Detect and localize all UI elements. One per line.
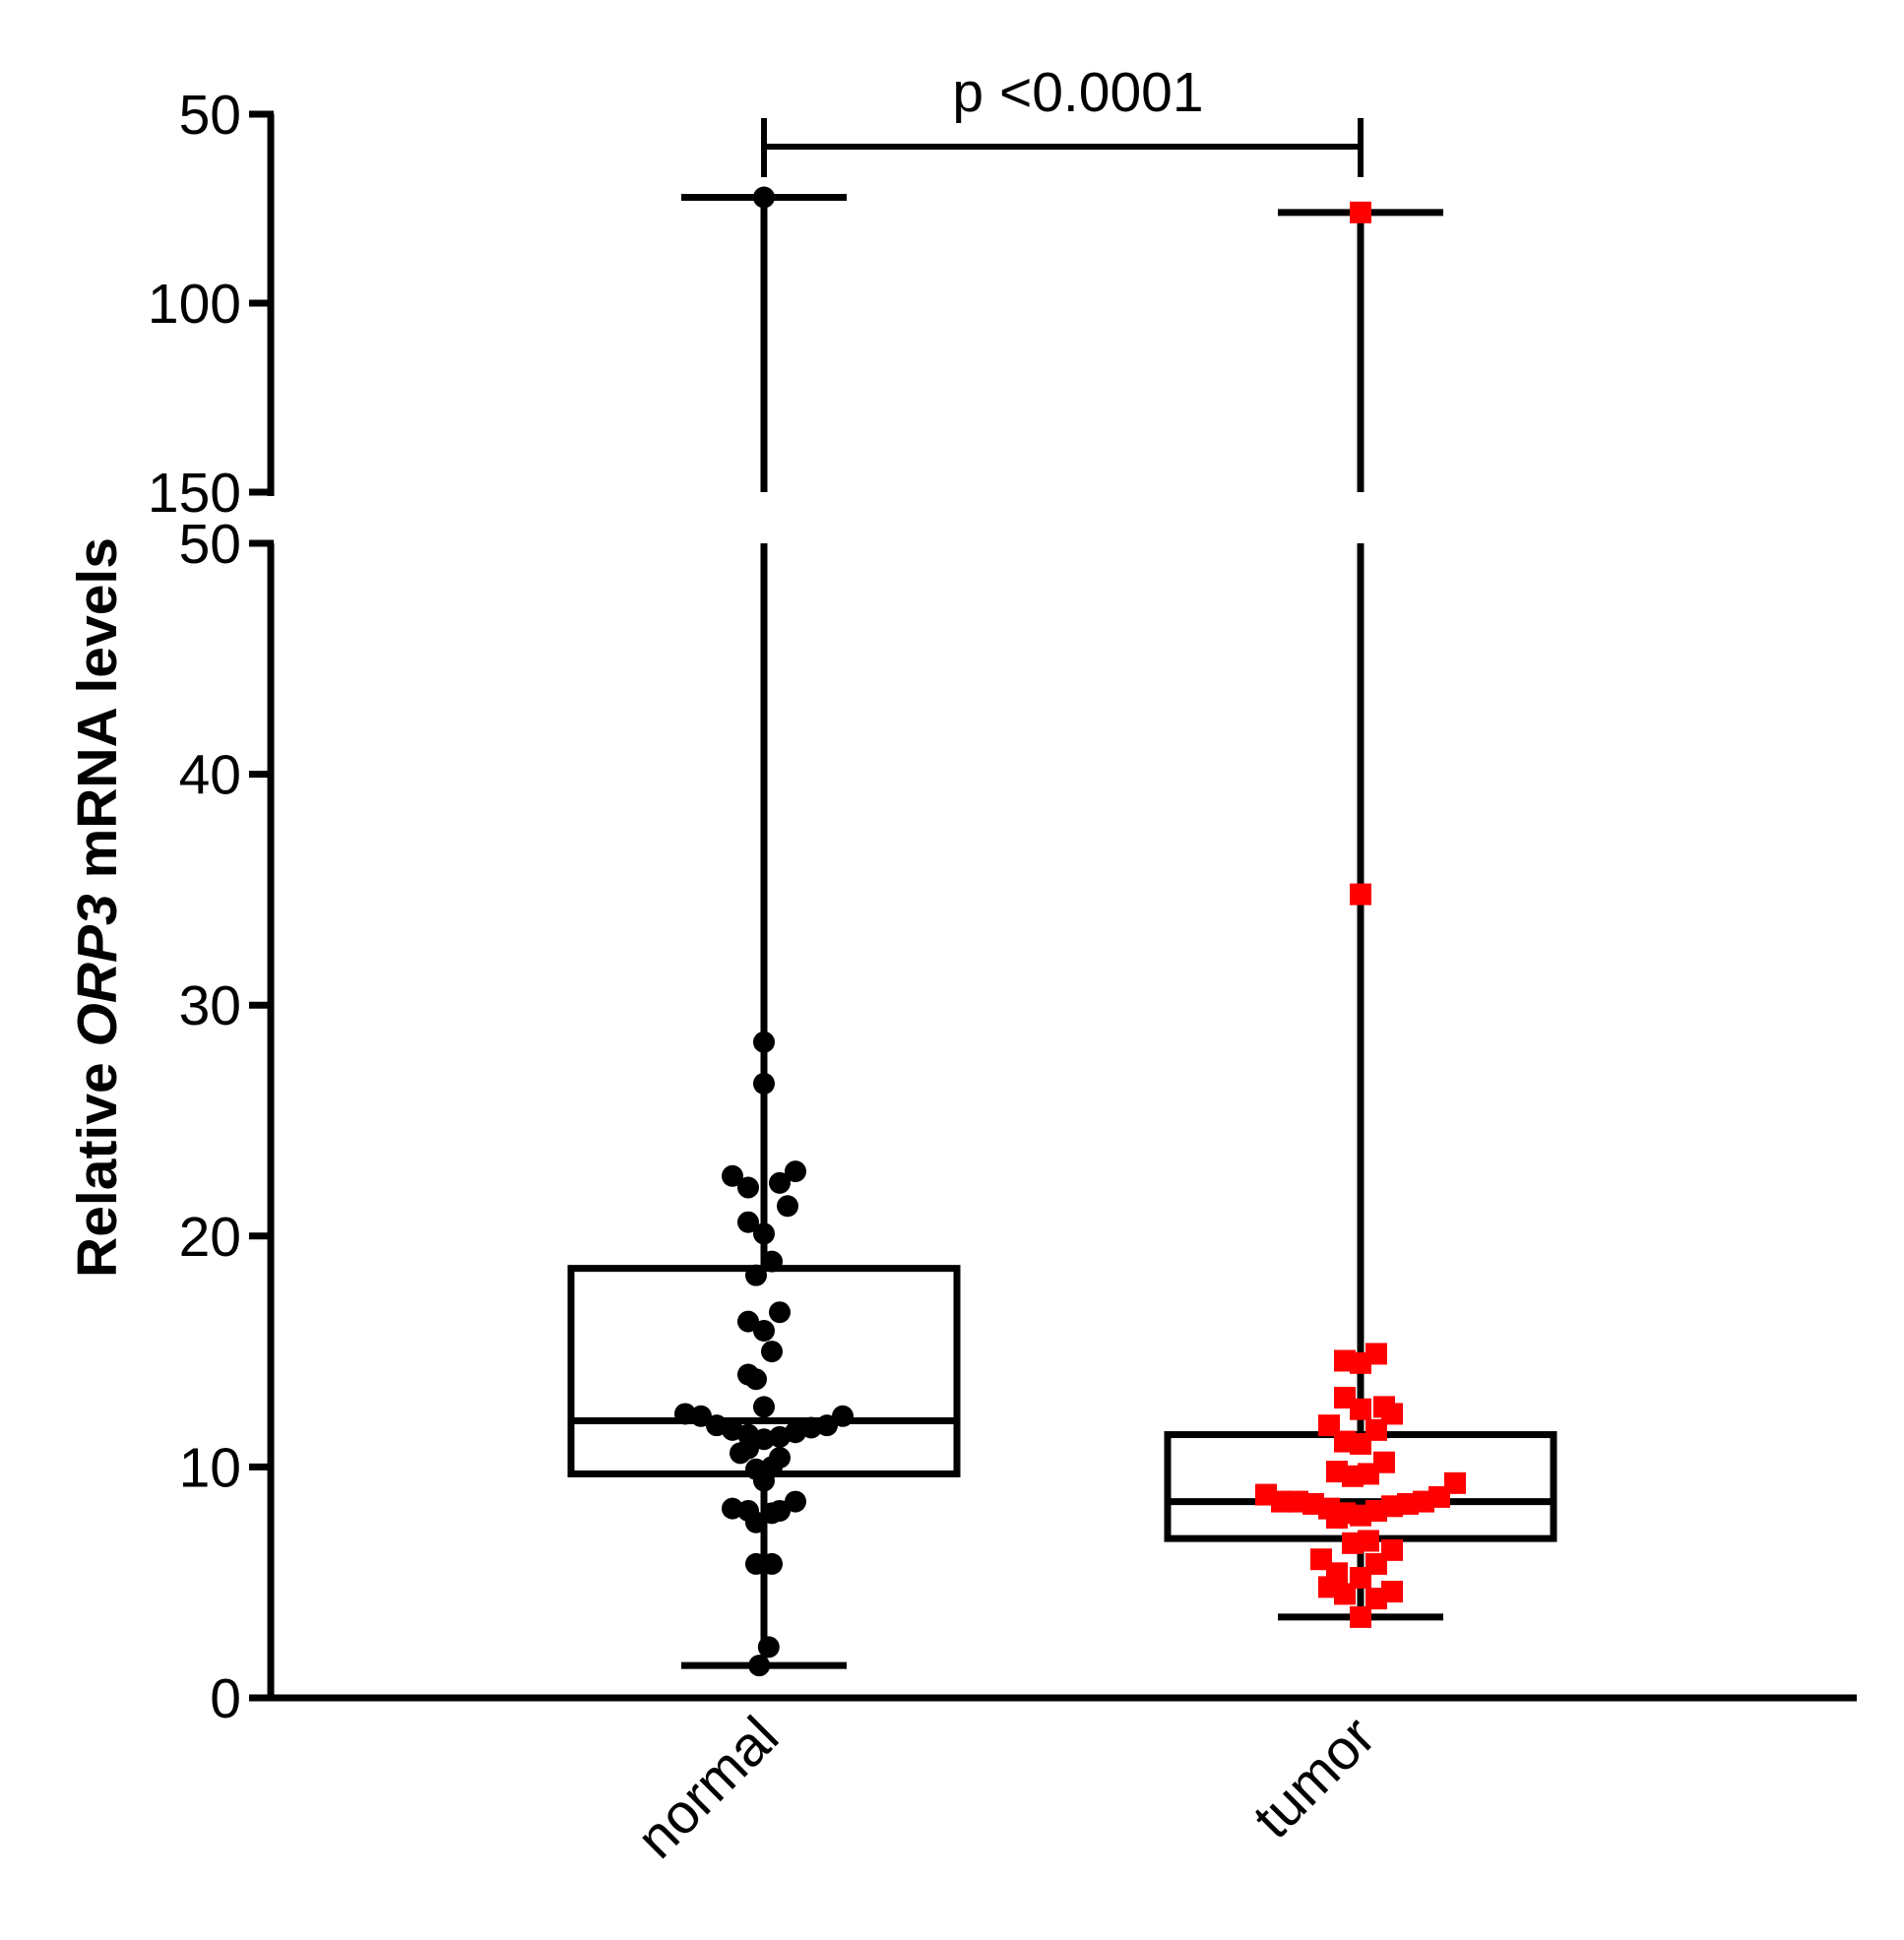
y-tick-label-lower-0: 0 — [210, 1667, 241, 1730]
y-tick-label-upper-50: 50 — [179, 84, 241, 147]
normal-point — [737, 1310, 759, 1333]
y-tick-label-lower-20: 20 — [179, 1206, 241, 1269]
normal-point — [745, 1511, 767, 1533]
y-tick-label-upper-150: 150 — [148, 462, 241, 525]
tumor-point — [1334, 1583, 1356, 1605]
tumor-point — [1350, 201, 1371, 223]
normal-point — [761, 1552, 783, 1575]
normal-point — [753, 1470, 775, 1492]
normal-point — [722, 1164, 743, 1187]
tumor-point — [1326, 1507, 1348, 1530]
tumor-point — [1350, 1351, 1371, 1374]
normal-point — [761, 1250, 783, 1273]
normal-point — [690, 1405, 712, 1427]
normal-point — [745, 1552, 767, 1575]
normal-point — [761, 1502, 783, 1525]
tumor-point — [1350, 1432, 1371, 1455]
normal-point — [753, 1031, 775, 1053]
y-tick-label-upper-100: 100 — [148, 273, 241, 336]
normal-point — [753, 1222, 775, 1245]
significance-bracket: p <0.0001 — [761, 61, 1364, 177]
normal-point — [730, 1442, 751, 1465]
normal-point — [769, 1301, 791, 1324]
normal-point — [785, 1490, 806, 1513]
normal-point — [753, 186, 775, 209]
normal-point — [753, 1319, 775, 1342]
normal-point — [748, 1655, 771, 1677]
normal-point — [757, 1636, 780, 1658]
tumor-point — [1350, 1605, 1371, 1628]
tumor-point — [1350, 1504, 1371, 1527]
category-label-normal: normal — [625, 1705, 791, 1870]
tumor-point — [1350, 883, 1371, 906]
normal-point — [769, 1171, 791, 1194]
tumor-point — [1342, 1465, 1364, 1487]
y-axis-ticks: 0 10 20 30 40 50 50 100 150 — [148, 84, 274, 1730]
tumor-point — [1350, 1398, 1371, 1420]
y-tick-label-lower-40: 40 — [179, 744, 241, 807]
normal-point — [753, 1072, 775, 1095]
p-value-annotation: p <0.0001 — [952, 61, 1203, 124]
normal-point — [777, 1195, 798, 1218]
tumor-point — [1342, 1532, 1364, 1554]
normal-point — [745, 1264, 767, 1286]
tumor-point — [1365, 1588, 1387, 1610]
box-plots — [567, 193, 1557, 1669]
normal-point — [737, 1211, 759, 1233]
y-tick-label-lower-50: 50 — [179, 513, 241, 576]
normal-point — [785, 1160, 806, 1183]
normal-point — [832, 1405, 854, 1427]
data-points — [674, 186, 1466, 1677]
category-labels: normal tumor — [625, 1705, 1387, 1870]
normal-point — [753, 1396, 775, 1418]
category-label-tumor: tumor — [1241, 1705, 1387, 1850]
normal-point — [745, 1368, 767, 1391]
y-axis-label: Relative ORP3 mRNA levels — [66, 537, 129, 1278]
normal-point — [761, 1341, 783, 1363]
normal-point — [737, 1176, 759, 1199]
normal-point — [753, 1428, 775, 1451]
y-tick-label-lower-10: 10 — [179, 1436, 241, 1499]
y-tick-label-lower-30: 30 — [179, 974, 241, 1037]
